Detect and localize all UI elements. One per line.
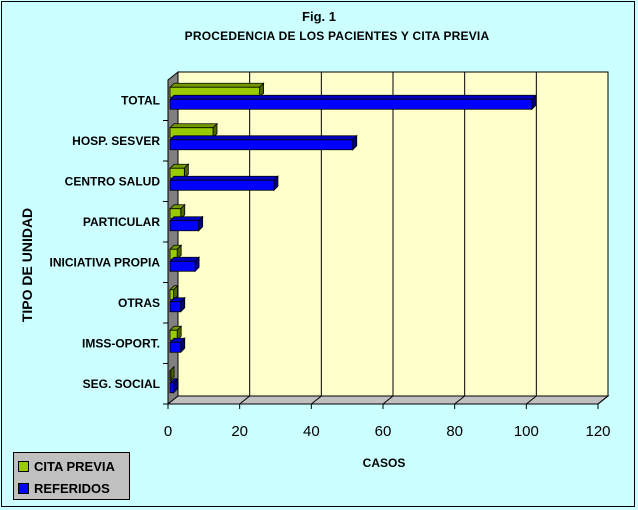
bar-cita-previa-particular	[169, 203, 186, 220]
floor-gridline-20	[239, 395, 250, 405]
bar-referidos-hosp-sesver	[169, 134, 358, 151]
bars	[169, 82, 537, 394]
bar-referidos-iniciativa-propia	[169, 256, 201, 273]
bar-front-referidos-seg-social	[169, 382, 174, 394]
bar-front-referidos-hosp-sesver	[169, 139, 354, 151]
legend-label-cita-previa: CITA PREVIA	[34, 458, 115, 474]
x-tick-label-100: 100	[514, 423, 539, 440]
y-tick-label-total: TOTAL	[121, 93, 160, 107]
x-tick-label-80: 80	[446, 423, 463, 440]
bar-top-referidos-iniciativa-propia	[169, 256, 201, 262]
floor-gridline-60	[382, 395, 394, 405]
bar-referidos-particular	[169, 215, 204, 232]
x-tick-label-120: 120	[585, 423, 610, 440]
legend-label-referidos: REFERIDOS	[34, 480, 110, 496]
y-tick-label-imss-oport: IMSS-OPORT.	[82, 336, 160, 350]
bar-top-referidos-centro-salud	[169, 175, 279, 181]
labels: 0 20 40 60 80 100 120 TOTAL HOSP. SESVER CENTRO S…	[19, 93, 611, 470]
floor-gridline-40	[311, 395, 322, 405]
bar-front-cita-previa-seg-social	[169, 370, 172, 382]
bar-front-referidos-otras	[169, 301, 182, 313]
y-tick-label-particular: PARTICULAR	[83, 215, 160, 229]
bar-top-referidos-particular	[169, 216, 204, 222]
floor-gridline-100	[526, 395, 537, 405]
plot-side-wall	[167, 70, 179, 406]
bar-front-referidos-total	[169, 98, 533, 110]
floor-gridline-80	[454, 395, 465, 405]
bar-referidos-centro-salud	[169, 175, 279, 192]
gridlines	[239, 72, 609, 405]
bar-cita-previa-centro-salud	[169, 163, 190, 180]
bar-front-referidos-particular	[169, 220, 200, 232]
axes	[163, 80, 599, 409]
bar-referidos-imss-oport	[169, 337, 186, 354]
bar-cita-previa-seg-social	[169, 365, 175, 382]
x-tick-label-20: 20	[231, 423, 248, 440]
y-tick-label-hosp-sesver: HOSP. SESVER	[72, 134, 160, 148]
bar-top-referidos-hosp-sesver	[169, 135, 358, 141]
x-tick-label-60: 60	[375, 423, 392, 440]
bar-front-referidos-imss-oport	[169, 341, 182, 353]
chart-title: PROCEDENCIA DE LOS PACIENTES Y CITA PREV…	[184, 29, 490, 43]
legend-item-cita-previa: CITA PREVIA	[18, 456, 115, 476]
bar-referidos-seg-social	[169, 377, 179, 394]
legend-swatch-referidos	[18, 482, 29, 494]
bar-front-referidos-iniciativa-propia	[169, 260, 196, 272]
x-tick-label-40: 40	[303, 423, 320, 440]
y-tick-label-iniciativa-propia: INICIATIVA PROPIA	[50, 255, 161, 269]
bar-top-referidos-total	[169, 94, 537, 100]
legend: CITA PREVIA REFERIDOS	[13, 452, 130, 500]
figure-label: Fig. 1	[302, 9, 336, 24]
plot-area	[166, 70, 610, 406]
y-tick-label-otras: OTRAS	[118, 296, 160, 310]
floor-gridline-120	[597, 395, 609, 405]
bar-cita-previa-hosp-sesver	[169, 122, 218, 139]
bar-front-referidos-centro-salud	[169, 179, 275, 191]
bar-referidos-otras	[169, 296, 186, 313]
x-axis-title: CASOS	[363, 456, 406, 470]
x-tick-label-0: 0	[164, 423, 172, 440]
bar-referidos-total	[169, 94, 537, 111]
bar-top-cita-previa-hosp-sesver	[169, 123, 218, 129]
y-tick-label-seg-social: SEG. SOCIAL	[83, 377, 160, 391]
bar-top-cita-previa-total	[169, 82, 265, 88]
legend-swatch-cita-previa	[18, 460, 29, 472]
y-axis-title: TIPO DE UNIDAD	[19, 208, 35, 322]
legend-item-referidos: REFERIDOS	[18, 478, 110, 498]
y-tick-label-centro-salud: CENTRO SALUD	[65, 174, 161, 188]
